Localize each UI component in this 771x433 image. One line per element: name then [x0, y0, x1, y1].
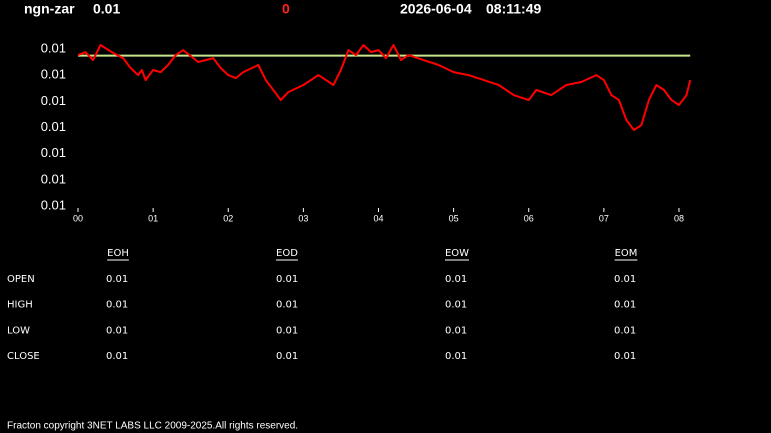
- time: 08:11:49: [486, 1, 541, 17]
- x-tick-label: 07: [599, 213, 609, 223]
- x-tick-label: 02: [223, 213, 233, 223]
- cell-value: 0.01: [445, 300, 467, 311]
- cell-value: 0.01: [106, 325, 128, 336]
- change: 0: [282, 1, 290, 17]
- cell-value: 0.01: [276, 300, 298, 311]
- column-header: EOD: [276, 248, 298, 259]
- row-label: OPEN: [7, 274, 35, 285]
- row-label: HIGH: [7, 300, 33, 311]
- column-header: EOM: [615, 248, 638, 259]
- column-header: EOH: [107, 248, 129, 259]
- row-label: LOW: [7, 325, 30, 336]
- x-tick-label: 06: [524, 213, 534, 223]
- x-tick-label: 08: [674, 213, 684, 223]
- symbol: ngn-zar: [24, 1, 75, 17]
- cell-value: 0.01: [445, 274, 467, 285]
- cell-value: 0.01: [106, 300, 128, 311]
- y-tick-label: 0.01: [41, 119, 66, 134]
- price: 0.01: [93, 1, 120, 17]
- cell-value: 0.01: [614, 325, 636, 336]
- column-header: EOW: [445, 248, 469, 259]
- x-tick-label: 04: [373, 213, 383, 223]
- y-tick-label: 0.01: [41, 171, 66, 186]
- footer: Fracton copyright 3NET LABS LLC 2009-202…: [7, 421, 298, 432]
- cell-value: 0.01: [276, 325, 298, 336]
- cell-value: 0.01: [276, 351, 298, 362]
- y-tick-label: 0.01: [41, 41, 66, 56]
- y-tick-label: 0.01: [41, 197, 66, 212]
- y-tick-label: 0.01: [41, 145, 66, 160]
- cell-value: 0.01: [276, 274, 298, 285]
- row-label: CLOSE: [7, 351, 40, 362]
- cell-value: 0.01: [445, 351, 467, 362]
- x-tick-label: 00: [73, 213, 83, 223]
- cell-value: 0.01: [106, 351, 128, 362]
- y-tick-label: 0.01: [41, 67, 66, 82]
- cell-value: 0.01: [614, 274, 636, 285]
- cell-value: 0.01: [445, 325, 467, 336]
- price-line: [77, 44, 692, 131]
- x-tick-label: 01: [148, 213, 158, 223]
- date: 2026-06-04: [400, 1, 472, 17]
- cell-value: 0.01: [614, 300, 636, 311]
- x-tick-label: 03: [298, 213, 308, 223]
- cell-value: 0.01: [106, 274, 128, 285]
- x-tick-label: 05: [449, 213, 459, 223]
- y-tick-label: 0.01: [41, 93, 66, 108]
- cell-value: 0.01: [614, 351, 636, 362]
